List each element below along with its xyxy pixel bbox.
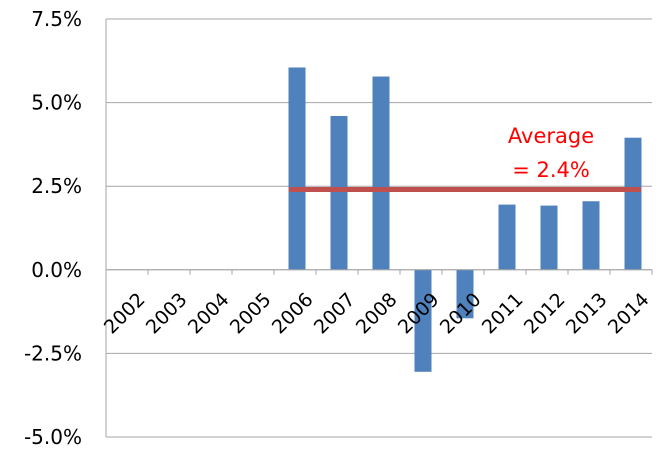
bar-2014 bbox=[624, 137, 642, 270]
x-tick-label-2008: 2008 bbox=[352, 289, 402, 339]
average-label-line-1: Average bbox=[508, 124, 594, 148]
bar-2012 bbox=[540, 205, 558, 270]
x-tick-label-2007: 2007 bbox=[310, 289, 360, 339]
bar-2006 bbox=[288, 67, 306, 270]
bars bbox=[288, 67, 642, 372]
bar-2013 bbox=[582, 201, 600, 270]
y-tick-label: 0.0% bbox=[31, 258, 82, 282]
y-tick-label: -2.5% bbox=[24, 341, 82, 365]
x-axis-tick-labels: 2002200320042005200620072008200920102011… bbox=[100, 289, 654, 339]
y-tick-label: 2.5% bbox=[31, 174, 82, 198]
axes bbox=[105, 19, 653, 437]
bar-2009 bbox=[414, 269, 432, 372]
x-tick-label-2003: 2003 bbox=[142, 289, 192, 339]
bar-2007 bbox=[330, 115, 348, 270]
x-tick-label-2004: 2004 bbox=[184, 289, 234, 339]
y-tick-label: 7.5% bbox=[31, 7, 82, 31]
average-label-line-2: = 2.4% bbox=[512, 158, 590, 182]
bar-2011 bbox=[498, 204, 516, 270]
y-tick-label: 5.0% bbox=[31, 91, 82, 115]
x-tick-label-2011: 2011 bbox=[478, 289, 528, 339]
x-tick-label-2005: 2005 bbox=[226, 289, 276, 339]
y-tick-label: -5.0% bbox=[24, 425, 82, 449]
bar-2008 bbox=[372, 76, 390, 270]
x-tick-label-2006: 2006 bbox=[268, 289, 318, 339]
x-tick-label-2002: 2002 bbox=[100, 289, 150, 339]
x-tick-label-2013: 2013 bbox=[562, 289, 612, 339]
x-tick-label-2014: 2014 bbox=[604, 289, 654, 339]
x-tick-label-2012: 2012 bbox=[520, 289, 570, 339]
y-axis-tick-labels: 7.5% 5.0% 2.5% 0.0% -2.5% -5.0% bbox=[24, 7, 82, 449]
average-annotation: Average = 2.4% bbox=[508, 124, 594, 182]
bar-2010 bbox=[456, 269, 474, 319]
